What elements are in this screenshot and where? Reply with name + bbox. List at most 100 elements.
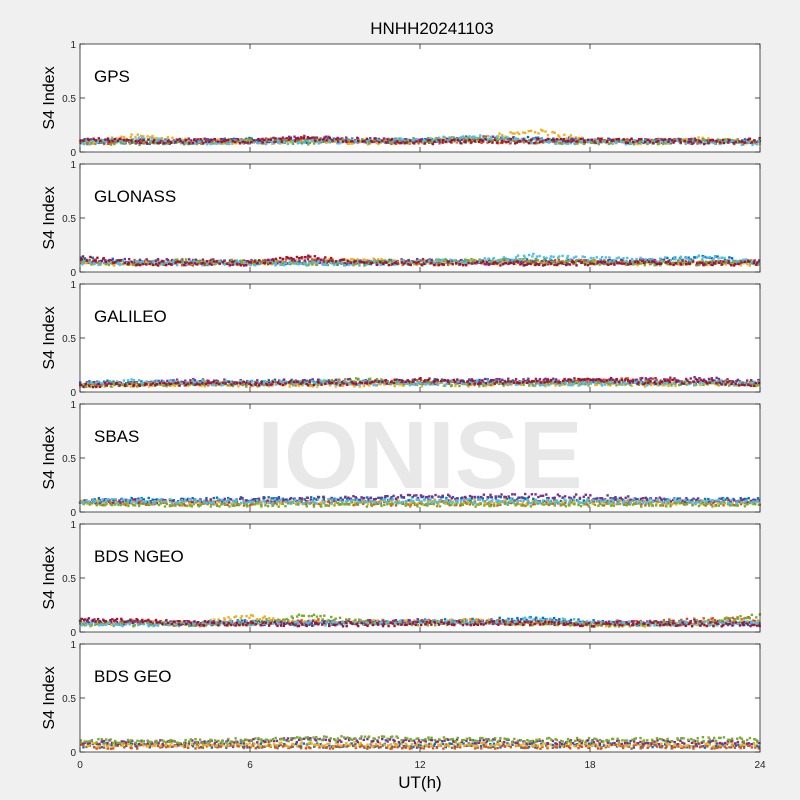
data-point (636, 264, 639, 267)
data-point (88, 143, 92, 146)
data-point (240, 261, 244, 265)
data-point (393, 141, 396, 145)
data-point (400, 258, 403, 261)
data-point (348, 142, 351, 146)
data-point (172, 262, 176, 265)
data-point (418, 138, 421, 141)
data-point (381, 380, 384, 384)
data-point (492, 138, 495, 142)
data-point (624, 141, 628, 144)
data-point (688, 142, 692, 145)
data-point (415, 379, 419, 382)
data-point (290, 380, 294, 383)
data-point (118, 140, 121, 143)
data-point (536, 137, 540, 141)
data-point (296, 142, 300, 145)
data-point (300, 141, 303, 144)
data-point (706, 261, 709, 265)
data-point (555, 262, 558, 265)
data-point (451, 262, 454, 266)
data-point (257, 142, 260, 145)
data-point (465, 259, 469, 262)
data-point (728, 256, 731, 259)
data-point (386, 139, 390, 142)
data-point (562, 260, 565, 264)
data-point (368, 377, 372, 380)
data-point (96, 256, 99, 259)
data-point (205, 260, 209, 263)
data-point (467, 259, 470, 262)
data-point (226, 262, 229, 266)
data-point (199, 384, 202, 387)
data-point (464, 141, 468, 144)
data-point (688, 259, 692, 262)
data-point (152, 140, 155, 144)
data-point (454, 382, 457, 385)
data-point (419, 379, 423, 382)
data-point (482, 137, 486, 140)
data-point (518, 140, 522, 143)
data-point (529, 262, 532, 266)
data-point (352, 380, 356, 383)
data-point (544, 384, 547, 388)
data-point (622, 262, 626, 265)
data-point (502, 384, 505, 387)
data-point (301, 381, 304, 384)
data-point (129, 263, 133, 266)
scatter-points (78, 128, 762, 147)
data-point (464, 383, 468, 386)
data-point (292, 139, 295, 142)
data-point (307, 263, 310, 267)
data-point (388, 260, 391, 263)
data-point (239, 264, 243, 267)
data-point (514, 383, 517, 386)
data-point (158, 137, 161, 140)
data-point (174, 140, 177, 144)
data-point (167, 261, 171, 264)
data-point (153, 137, 156, 140)
data-point (345, 263, 348, 266)
data-point (322, 379, 326, 382)
data-point (227, 138, 230, 142)
data-point (372, 140, 376, 144)
data-point (364, 381, 367, 384)
data-point (543, 263, 547, 267)
data-point (452, 136, 455, 139)
data-point (593, 259, 596, 262)
data-point (192, 138, 196, 142)
data-point (627, 263, 630, 266)
data-point (319, 140, 323, 144)
data-point (201, 261, 205, 265)
data-point (358, 264, 361, 267)
data-point (722, 380, 725, 383)
data-point (620, 262, 623, 265)
data-point (95, 385, 98, 389)
data-point (99, 141, 102, 144)
data-point (632, 263, 635, 266)
data-point (430, 258, 433, 262)
data-point (345, 136, 348, 139)
data-point (317, 383, 320, 386)
data-point (433, 263, 436, 267)
data-point (375, 139, 378, 142)
data-point (127, 381, 130, 384)
data-point (558, 139, 561, 142)
data-point (210, 258, 213, 262)
data-point (498, 138, 501, 141)
data-point (262, 384, 266, 387)
data-point (668, 142, 671, 145)
data-point (559, 261, 562, 265)
data-point (375, 383, 378, 387)
data-point (609, 141, 613, 145)
data-point (377, 137, 381, 141)
data-point (495, 259, 498, 263)
data-point (361, 139, 364, 143)
data-point (267, 381, 271, 385)
data-point (267, 258, 270, 262)
data-point (732, 264, 736, 267)
data-point (129, 385, 132, 388)
data-point (176, 381, 180, 384)
data-point (570, 259, 574, 262)
data-point (379, 263, 382, 267)
data-point (728, 379, 731, 383)
